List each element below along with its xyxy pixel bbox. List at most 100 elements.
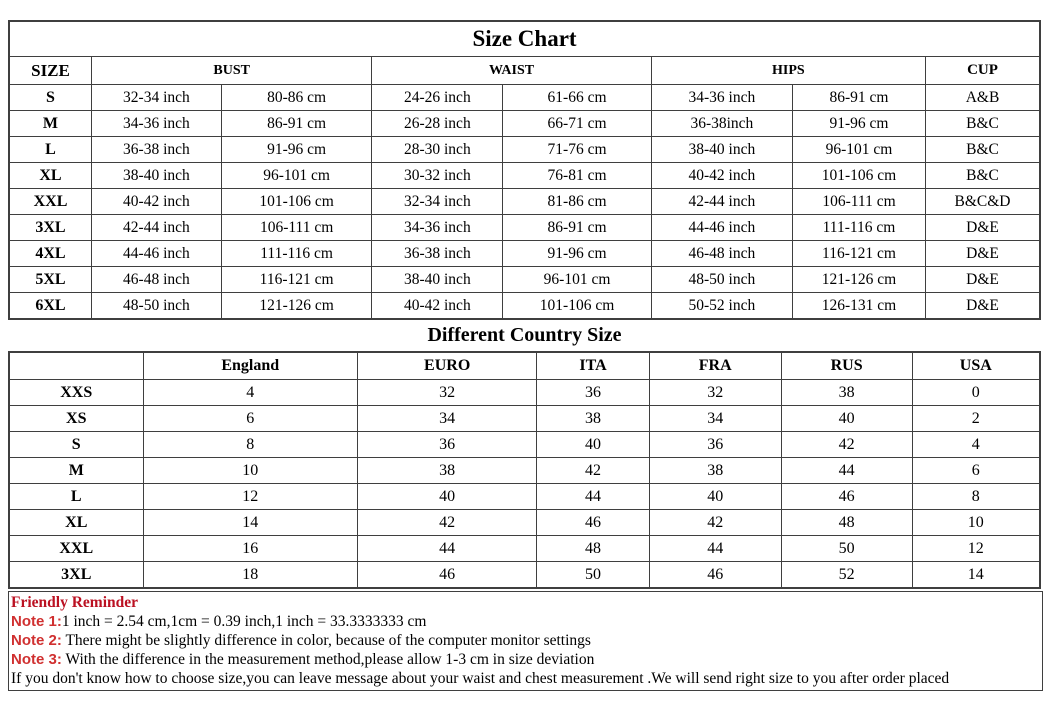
country-size-cell: 12: [142, 483, 358, 510]
country-size-cell: 36: [356, 431, 538, 458]
size-chart-row: 3XL 42-44 inch 106-111 cm 34-36 inch 86-91 c…: [8, 214, 1041, 241]
country-size-cell: 42: [536, 457, 650, 484]
country-row-label: L: [8, 483, 144, 510]
note-label: Note 2:: [11, 632, 62, 649]
waist-cm-cell: 96-101 cm: [502, 266, 652, 293]
country-row-label: M: [8, 457, 144, 484]
country-size-cell: 50: [536, 561, 650, 589]
country-size-cell: 10: [911, 509, 1041, 536]
waist-inch-cell: 38-40 inch: [371, 266, 504, 293]
country-size-cell: 6: [142, 405, 358, 432]
country-size-cell: 8: [142, 431, 358, 458]
size-chart-row: L 36-38 inch 91-96 cm 28-30 inch 71-76 cm 38-…: [8, 136, 1041, 163]
header-usa: USA: [911, 351, 1041, 380]
country-size-cell: 46: [648, 561, 782, 589]
country-size-row: XXS 4 32 36 32 38 0: [8, 379, 1041, 406]
waist-inch-cell: 40-42 inch: [371, 292, 504, 320]
hips-inch-cell: 44-46 inch: [650, 214, 793, 241]
bust-inch-cell: 38-40 inch: [90, 162, 222, 189]
hips-cm-cell: 111-116 cm: [791, 214, 926, 241]
country-size-cell: 40: [648, 483, 782, 510]
size-chart-title: Size Chart: [8, 20, 1041, 57]
bust-cm-cell: 80-86 cm: [220, 84, 373, 111]
size-chart-row: XL 38-40 inch 96-101 cm 30-32 inch 76-81 cm 4…: [8, 162, 1041, 189]
country-row-label: XXL: [8, 535, 144, 562]
friendly-reminder-heading: Friendly Reminder: [11, 594, 138, 611]
country-size-cell: 48: [536, 535, 650, 562]
country-size-cell: 38: [648, 457, 782, 484]
bust-inch-cell: 36-38 inch: [90, 136, 222, 163]
waist-cm-cell: 86-91 cm: [502, 214, 652, 241]
hips-inch-cell: 42-44 inch: [650, 188, 793, 215]
hips-inch-cell: 38-40 inch: [650, 136, 793, 163]
country-size-cell: 44: [536, 483, 650, 510]
country-size-cell: 48: [780, 509, 913, 536]
country-size-cell: 46: [780, 483, 913, 510]
header-size: SIZE: [8, 56, 92, 85]
waist-cm-cell: 91-96 cm: [502, 240, 652, 267]
country-size-cell: 16: [142, 535, 358, 562]
waist-inch-cell: 26-28 inch: [371, 110, 504, 137]
size-cell: M: [8, 110, 92, 137]
country-size-cell: 2: [911, 405, 1041, 432]
size-cell: S: [8, 84, 92, 111]
waist-inch-cell: 28-30 inch: [371, 136, 504, 163]
header-bust: BUST: [90, 56, 373, 85]
header-waist: WAIST: [371, 56, 652, 85]
bust-inch-cell: 32-34 inch: [90, 84, 222, 111]
country-size-cell: 50: [780, 535, 913, 562]
bust-cm-cell: 101-106 cm: [220, 188, 373, 215]
country-size-cell: 42: [356, 509, 538, 536]
country-row-label: 3XL: [8, 561, 144, 589]
hips-inch-cell: 40-42 inch: [650, 162, 793, 189]
country-size-cell: 18: [142, 561, 358, 589]
header-fra: FRA: [648, 351, 782, 380]
country-size-cell: 14: [911, 561, 1041, 589]
bust-inch-cell: 34-36 inch: [90, 110, 222, 137]
cup-cell: D&E: [924, 292, 1041, 320]
size-cell: 5XL: [8, 266, 92, 293]
country-row-label: S: [8, 431, 144, 458]
country-size-cell: 52: [780, 561, 913, 589]
header-rus: RUS: [780, 351, 913, 380]
waist-cm-cell: 66-71 cm: [502, 110, 652, 137]
hips-cm-cell: 121-126 cm: [791, 266, 926, 293]
bust-cm-cell: 96-101 cm: [220, 162, 373, 189]
country-size-cell: 40: [780, 405, 913, 432]
country-size-cell: 40: [356, 483, 538, 510]
bust-inch-cell: 44-46 inch: [90, 240, 222, 267]
bust-cm-cell: 116-121 cm: [220, 266, 373, 293]
bust-inch-cell: 42-44 inch: [90, 214, 222, 241]
size-chart-row: 5XL 46-48 inch 116-121 cm 38-40 inch 96-101 …: [8, 266, 1041, 293]
country-row-label: XXS: [8, 379, 144, 406]
note-text: There might be slightly difference in co…: [61, 632, 591, 649]
cup-cell: D&E: [924, 240, 1041, 267]
country-size-cell: 14: [142, 509, 358, 536]
country-size-row: 3XL 18 46 50 46 52 14: [8, 561, 1041, 589]
country-size-row: L 12 40 44 40 46 8: [8, 483, 1041, 510]
country-size-cell: 42: [780, 431, 913, 458]
hips-inch-cell: 50-52 inch: [650, 292, 793, 320]
hips-cm-cell: 91-96 cm: [791, 110, 926, 137]
cup-cell: B&C: [924, 110, 1041, 137]
size-chart-row: M 34-36 inch 86-91 cm 26-28 inch 66-71 cm 36-…: [8, 110, 1041, 137]
waist-inch-cell: 24-26 inch: [371, 84, 504, 111]
bust-inch-cell: 40-42 inch: [90, 188, 222, 215]
waist-cm-cell: 81-86 cm: [502, 188, 652, 215]
country-size-cell: 32: [356, 379, 538, 406]
country-size-cell: 38: [356, 457, 538, 484]
hips-inch-cell: 34-36 inch: [650, 84, 793, 111]
note-line: Note 1:1 inch = 2.54 cm,1cm = 0.39 inch,…: [11, 612, 1042, 631]
waist-cm-cell: 61-66 cm: [502, 84, 652, 111]
hips-inch-cell: 36-38inch: [650, 110, 793, 137]
country-size-cell: 44: [356, 535, 538, 562]
country-size-row: XS 6 34 38 34 40 2: [8, 405, 1041, 432]
waist-cm-cell: 101-106 cm: [502, 292, 652, 320]
country-size-cell: 34: [356, 405, 538, 432]
size-chart-title-row: Size Chart: [8, 20, 1041, 57]
waist-inch-cell: 34-36 inch: [371, 214, 504, 241]
size-cell: 6XL: [8, 292, 92, 320]
country-size-cell: 32: [648, 379, 782, 406]
friendly-reminder-box: Friendly Reminder Note 1:1 inch = 2.54 c…: [8, 591, 1043, 691]
waist-inch-cell: 36-38 inch: [371, 240, 504, 267]
